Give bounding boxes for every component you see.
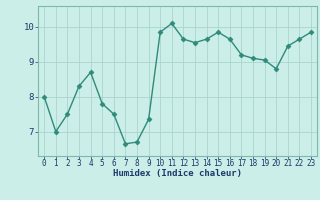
- X-axis label: Humidex (Indice chaleur): Humidex (Indice chaleur): [113, 169, 242, 178]
